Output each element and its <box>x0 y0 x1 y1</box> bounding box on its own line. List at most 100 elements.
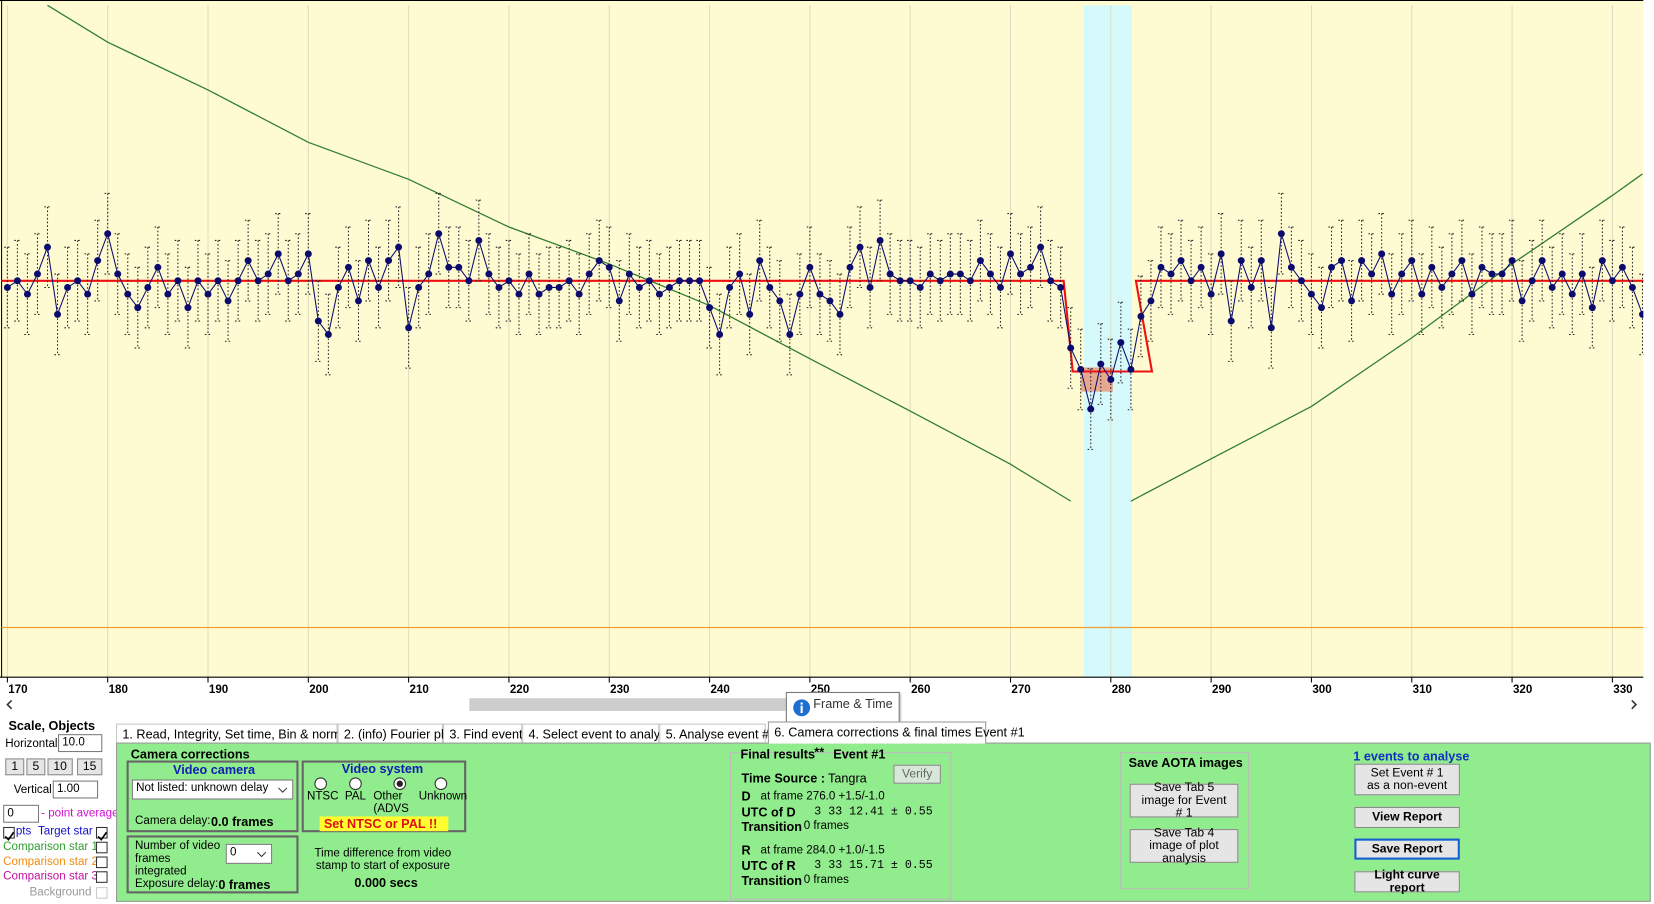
camera-select[interactable]: Not listed: unknown delay <box>131 779 294 800</box>
error-bar <box>505 239 513 322</box>
error-bar <box>947 233 954 315</box>
time-difference-value: 0.000 secs <box>354 875 418 891</box>
error-bar <box>1538 219 1546 302</box>
frames-box <box>126 835 299 894</box>
data-point <box>13 277 21 285</box>
radio[interactable] <box>349 777 362 791</box>
data-point <box>1107 376 1115 384</box>
data-point <box>786 331 794 338</box>
legend-comp1: Comparison star 1 <box>3 840 98 854</box>
info-icon <box>793 699 811 717</box>
vertical-label: Vertical <box>13 783 52 797</box>
data-point <box>385 257 393 265</box>
error-bar <box>1077 328 1084 411</box>
r-transition-label: Transition <box>741 873 803 889</box>
scroll-left[interactable] <box>6 699 13 710</box>
radio-label: Other (ADVS <box>373 790 409 816</box>
data-point <box>375 283 383 291</box>
target-checkbox[interactable] <box>95 826 108 841</box>
data-point <box>1067 344 1075 352</box>
data-point <box>916 283 924 291</box>
data-point <box>776 297 784 305</box>
data-point <box>475 236 483 244</box>
tab[interactable]: 5. Analyse event #1 <box>659 723 776 743</box>
scale-button[interactable]: 5 <box>26 758 46 776</box>
scroll-bar[interactable] <box>0 696 1654 713</box>
scale-button-label: 15 <box>82 760 97 774</box>
horizontal-input[interactable]: 10.0 <box>58 734 103 753</box>
view-report-button[interactable]: View Report <box>1354 806 1460 829</box>
verify-button[interactable]: Verify <box>893 764 941 784</box>
x-tick-label: 210 <box>410 683 429 696</box>
error-bar <box>144 246 151 329</box>
data-point <box>1097 360 1105 368</box>
error-bar <box>385 219 392 302</box>
non-event-button[interactable]: Set Event # 1 as a non-event <box>1354 763 1460 796</box>
error-bar <box>826 260 834 342</box>
error-bar <box>1057 246 1064 329</box>
pts-checkbox[interactable] <box>3 826 15 841</box>
comp3-checkbox[interactable] <box>95 871 108 883</box>
data-point <box>405 324 413 332</box>
data-point <box>1027 263 1035 271</box>
data-point <box>756 257 764 265</box>
data-point <box>1348 297 1356 305</box>
error-bar <box>1599 219 1606 302</box>
r-label: R <box>741 842 751 858</box>
data-point <box>204 290 212 298</box>
scroll-thumb[interactable] <box>469 698 792 711</box>
error-bar <box>1378 213 1385 295</box>
radio[interactable] <box>393 777 407 791</box>
data-point <box>1017 270 1025 278</box>
scale-button[interactable]: 15 <box>77 758 103 776</box>
frames-select[interactable]: 0 <box>225 843 273 864</box>
tab[interactable]: 3. Find events <box>443 723 529 743</box>
error-bar <box>1067 307 1074 389</box>
point-average-select[interactable]: 0 <box>3 804 40 823</box>
error-bar <box>636 246 643 329</box>
comp2-checkbox[interactable] <box>95 856 108 869</box>
d-transition-label: Transition <box>741 819 803 835</box>
comp1-checkbox[interactable] <box>95 841 108 854</box>
error-bar <box>977 219 984 302</box>
radio[interactable] <box>434 777 448 791</box>
light-curve-button[interactable]: Light curve report <box>1354 869 1460 894</box>
x-tick-label: 170 <box>8 683 27 696</box>
error-bar <box>1629 246 1636 329</box>
data-point <box>314 317 322 325</box>
data-point <box>1468 290 1476 298</box>
error-bar <box>1177 219 1185 302</box>
data-point <box>625 270 633 278</box>
scroll-right[interactable] <box>1631 699 1638 710</box>
data-point <box>665 283 673 291</box>
tab-label: 2. (info) Fourier plot <box>343 726 455 742</box>
save-tab5-button[interactable]: Save Tab 5 image for Event # 1 <box>1129 782 1239 820</box>
scale-button-label: 5 <box>32 760 40 774</box>
background-checkbox[interactable] <box>95 887 108 899</box>
data-point <box>354 297 362 305</box>
radio-label: NTSC <box>306 790 339 803</box>
radio[interactable] <box>314 777 327 791</box>
error-bar <box>134 266 141 349</box>
save-tab4-button[interactable]: Save Tab 4 image of plot analysis <box>1129 827 1239 865</box>
vertical-input[interactable]: 1.00 <box>52 780 99 799</box>
data-point <box>284 277 292 285</box>
save-report-button[interactable]: Save Report <box>1354 838 1460 860</box>
x-tick-label: 280 <box>1112 683 1131 696</box>
data-point <box>1197 263 1205 271</box>
tab[interactable]: 1. Read, Integrity, Set time, Bin & norm… <box>116 723 367 743</box>
data-point <box>1618 263 1626 271</box>
tab[interactable]: 2. (info) Fourier plot <box>337 723 454 743</box>
tab[interactable]: 4. Select event to analyse <box>522 723 673 743</box>
scale-button[interactable]: 10 <box>47 758 73 776</box>
scale-button[interactable]: 1 <box>5 758 25 776</box>
data-point <box>1538 257 1546 265</box>
error-bar <box>1258 219 1265 302</box>
save-box <box>1120 752 1249 890</box>
error-bar <box>1569 253 1576 336</box>
error-bar <box>696 239 703 322</box>
tab[interactable]: 6. Camera corrections & final times Even… <box>767 721 1025 744</box>
data-point <box>1167 270 1175 278</box>
error-bar <box>1248 246 1255 329</box>
data-point <box>686 277 693 285</box>
